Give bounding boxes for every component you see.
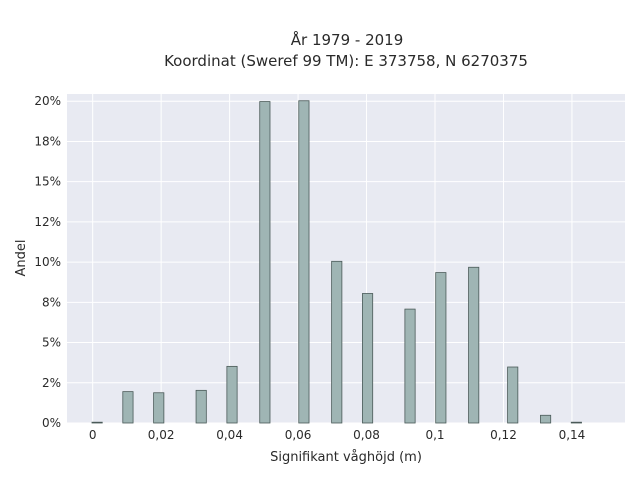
- chart-subtitle: Koordinat (Sweref 99 TM): E 373758, N 62…: [164, 52, 528, 70]
- x-tick-label: 0,12: [490, 428, 517, 442]
- histogram-bar: [331, 260, 343, 424]
- histogram-bar: [507, 366, 519, 424]
- x-tick-labels: 0 0,02 0,04 0,06 0,08 0,1 0,12 0,14: [89, 428, 585, 442]
- plot-background: [67, 94, 625, 423]
- y-axis-title: Andel: [14, 240, 29, 277]
- y-tick-label: 15%: [34, 175, 61, 189]
- y-tick-label: 18%: [34, 134, 61, 148]
- x-tick-label: 0,04: [216, 428, 243, 442]
- y-tick-label: 12%: [34, 215, 61, 229]
- y-tick-label: 8%: [42, 295, 61, 309]
- y-tick-label: 10%: [34, 255, 61, 269]
- histogram-bar: [298, 100, 310, 424]
- histogram-bar: [404, 308, 416, 424]
- histogram-bar: [153, 392, 165, 424]
- x-tick-label: 0,08: [353, 428, 380, 442]
- histogram-bar: [362, 293, 374, 424]
- histogram-bar: [468, 266, 480, 424]
- histogram-bar: [195, 389, 207, 424]
- bar-series: [91, 100, 582, 424]
- histogram-bar: [435, 272, 447, 424]
- x-tick-label: 0,06: [285, 428, 312, 442]
- x-tick-label: 0,1: [425, 428, 444, 442]
- x-axis-title: Signifikant våghöjd (m): [270, 450, 422, 465]
- y-tick-label: 0%: [42, 416, 61, 430]
- histogram-bar: [226, 365, 238, 424]
- y-tick-label: 2%: [42, 376, 61, 390]
- histogram-bar: [540, 414, 552, 424]
- x-tick-label: 0: [89, 428, 97, 442]
- histogram-bar: [570, 421, 582, 424]
- chart-title: År 1979 - 2019: [291, 30, 404, 49]
- histogram-bar: [91, 421, 103, 424]
- x-tick-label: 0,14: [559, 428, 586, 442]
- histogram-bar: [259, 101, 271, 424]
- x-tick-label: 0,02: [148, 428, 175, 442]
- y-tick-label: 5%: [42, 336, 61, 350]
- y-tick-label: 20%: [34, 94, 61, 108]
- y-tick-labels: 0% 2% 5% 8% 10% 12% 15% 18% 20%: [34, 94, 61, 430]
- grid-lines: [67, 94, 625, 424]
- histogram-bar: [122, 391, 134, 424]
